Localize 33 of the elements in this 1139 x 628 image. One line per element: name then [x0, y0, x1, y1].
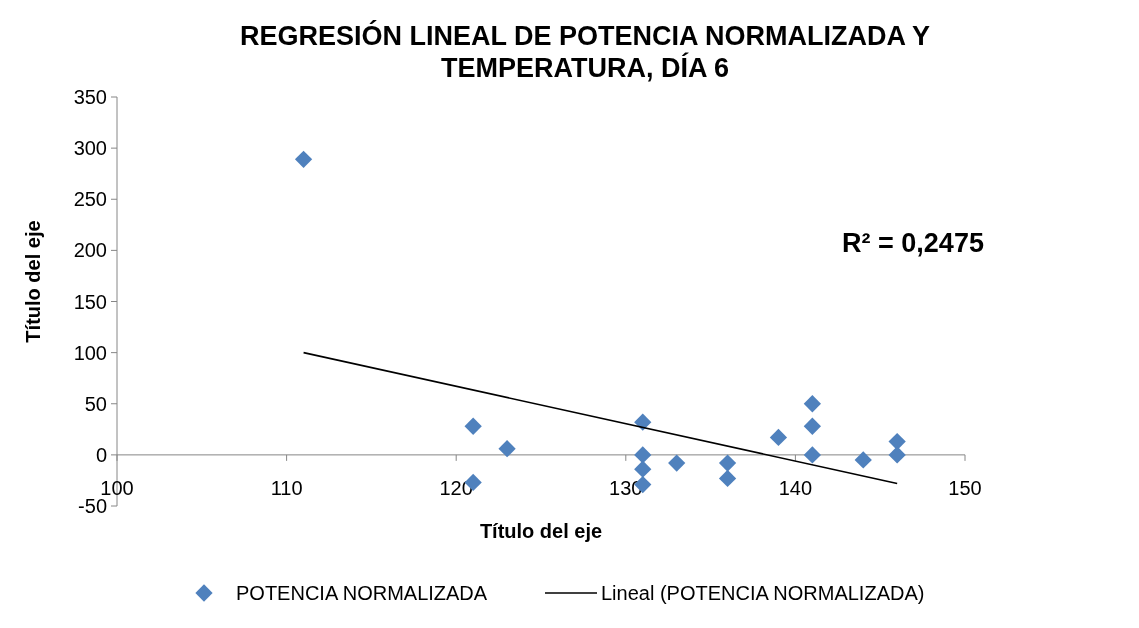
legend-label: Lineal (POTENCIA NORMALIZADA) [601, 582, 925, 604]
annotation: R² = 0,2475 [842, 228, 984, 258]
point [803, 446, 821, 464]
point [718, 454, 737, 472]
y-tick-label: 250 [73, 188, 107, 211]
x-tick-label: 110 [270, 476, 303, 499]
y-tick-label: 100 [73, 341, 107, 364]
point [634, 446, 652, 464]
point [803, 395, 821, 413]
x-tick-label: 140 [778, 476, 813, 499]
point [803, 417, 821, 435]
point [769, 428, 788, 447]
point [294, 150, 313, 168]
point [634, 460, 652, 478]
point [854, 451, 872, 469]
y-tick-label: 0 [95, 443, 107, 466]
x-tick-label: 150 [948, 476, 982, 499]
point [668, 454, 686, 472]
y-tick-label: 50 [84, 392, 107, 415]
y-axis-title: Título del eje [22, 220, 44, 343]
point [634, 413, 652, 431]
y-tick-label: 300 [73, 137, 107, 160]
point [498, 440, 516, 458]
y-tick-label: 150 [73, 290, 107, 313]
legend-label: POTENCIA NORMALIZADA [236, 582, 488, 604]
x-axis-title: Título del eje [479, 520, 603, 542]
y-tick-label: 350 [73, 86, 107, 108]
y-tick-label: 200 [73, 239, 107, 262]
point [888, 446, 906, 464]
point [888, 432, 906, 451]
chart-title: REGRESIÓN LINEAL DE POTENCIA NORMALIZADA Y TEMPERATURA, DÍA 6 [239, 20, 931, 83]
point [718, 469, 737, 488]
point [464, 417, 482, 435]
